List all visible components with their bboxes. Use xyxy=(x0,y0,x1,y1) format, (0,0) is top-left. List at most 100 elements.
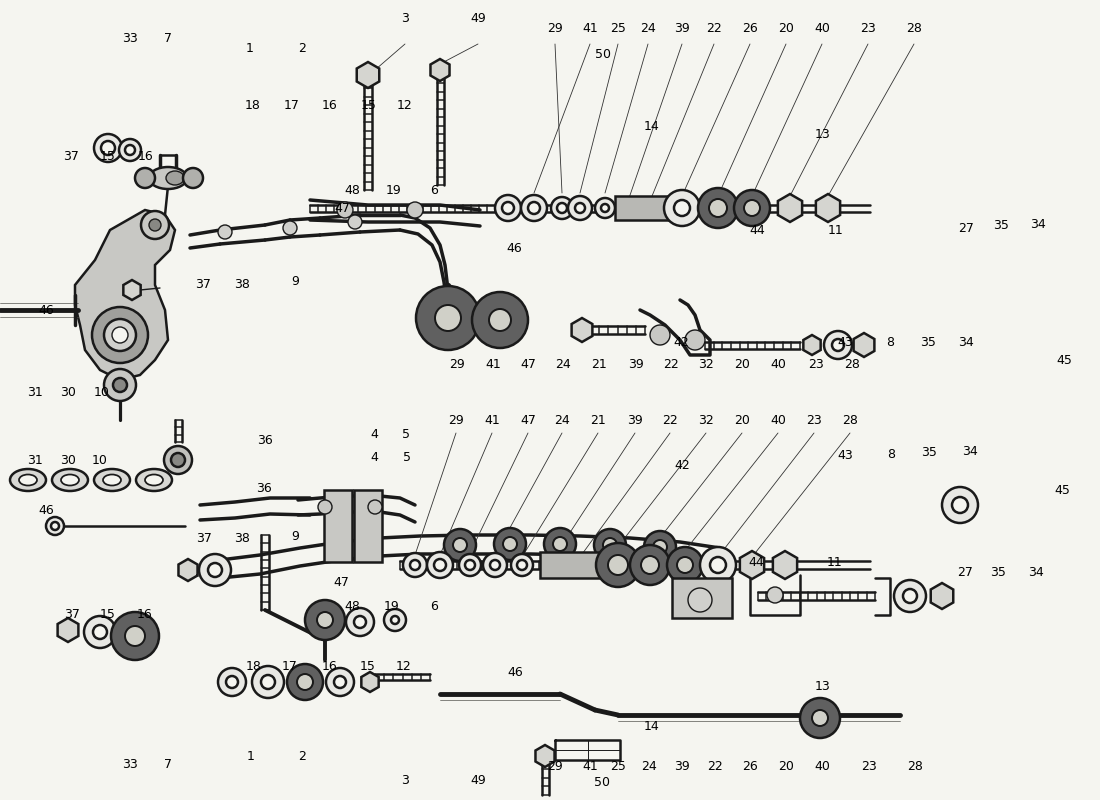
Text: 36: 36 xyxy=(257,434,273,446)
Circle shape xyxy=(521,195,547,221)
Circle shape xyxy=(119,139,141,161)
Ellipse shape xyxy=(148,167,187,189)
Circle shape xyxy=(698,188,738,228)
Circle shape xyxy=(113,378,127,392)
Text: 41: 41 xyxy=(583,760,598,773)
Circle shape xyxy=(483,553,507,577)
Text: 27: 27 xyxy=(958,222,974,234)
Text: 24: 24 xyxy=(554,414,570,426)
Polygon shape xyxy=(75,210,175,380)
Circle shape xyxy=(84,616,116,648)
Text: 21: 21 xyxy=(590,414,606,426)
Polygon shape xyxy=(931,583,954,609)
Text: 24: 24 xyxy=(640,22,656,34)
Circle shape xyxy=(676,557,693,573)
Text: 16: 16 xyxy=(322,99,338,112)
Text: 1: 1 xyxy=(246,42,254,54)
Text: 42: 42 xyxy=(674,459,690,472)
Polygon shape xyxy=(778,194,802,222)
Text: 20: 20 xyxy=(734,414,750,426)
Text: 44: 44 xyxy=(748,555,763,569)
Text: 41: 41 xyxy=(484,414,499,426)
Text: 39: 39 xyxy=(674,760,690,773)
Circle shape xyxy=(544,528,576,560)
Text: 47: 47 xyxy=(334,202,350,214)
Circle shape xyxy=(490,309,512,331)
Polygon shape xyxy=(356,62,380,88)
Ellipse shape xyxy=(145,474,163,486)
Circle shape xyxy=(51,522,59,530)
Circle shape xyxy=(608,555,628,575)
Text: 33: 33 xyxy=(122,31,138,45)
FancyBboxPatch shape xyxy=(324,490,352,562)
Text: 5: 5 xyxy=(402,427,410,441)
Circle shape xyxy=(444,529,476,561)
Circle shape xyxy=(434,559,446,571)
Text: 39: 39 xyxy=(674,22,690,34)
Text: 26: 26 xyxy=(742,760,758,773)
Text: 11: 11 xyxy=(827,555,843,569)
Text: 48: 48 xyxy=(344,184,360,197)
Circle shape xyxy=(112,327,128,343)
Circle shape xyxy=(346,608,374,636)
Ellipse shape xyxy=(166,171,184,185)
Ellipse shape xyxy=(52,469,88,491)
Circle shape xyxy=(495,195,521,221)
Circle shape xyxy=(674,200,690,216)
Text: 20: 20 xyxy=(779,760,794,773)
Circle shape xyxy=(490,560,500,570)
Text: 44: 44 xyxy=(749,224,764,237)
Circle shape xyxy=(410,560,420,570)
Text: 10: 10 xyxy=(94,386,109,398)
Circle shape xyxy=(465,560,475,570)
Text: 41: 41 xyxy=(485,358,501,371)
Circle shape xyxy=(664,190,700,226)
Text: 29: 29 xyxy=(448,414,464,426)
Text: 47: 47 xyxy=(520,414,536,426)
Circle shape xyxy=(368,500,382,514)
Text: 25: 25 xyxy=(610,22,626,34)
Text: 47: 47 xyxy=(520,358,536,371)
Circle shape xyxy=(104,319,136,351)
Circle shape xyxy=(317,612,333,628)
Text: 4: 4 xyxy=(370,451,378,464)
Text: 50: 50 xyxy=(595,48,610,61)
Text: 4: 4 xyxy=(370,427,378,441)
Text: 27: 27 xyxy=(957,566,972,578)
Text: 37: 37 xyxy=(196,278,211,291)
Text: 23: 23 xyxy=(860,22,876,34)
Circle shape xyxy=(337,202,353,218)
Circle shape xyxy=(318,500,332,514)
Circle shape xyxy=(644,531,676,563)
Text: 35: 35 xyxy=(990,566,1005,578)
Circle shape xyxy=(596,543,640,587)
Circle shape xyxy=(453,538,468,552)
Polygon shape xyxy=(740,551,764,579)
Ellipse shape xyxy=(103,474,121,486)
Circle shape xyxy=(218,668,246,696)
Circle shape xyxy=(553,537,566,551)
Circle shape xyxy=(812,710,828,726)
Circle shape xyxy=(688,588,712,612)
Text: 19: 19 xyxy=(384,599,400,613)
Text: 47: 47 xyxy=(333,576,349,589)
Circle shape xyxy=(305,600,345,640)
Text: 16: 16 xyxy=(322,659,338,673)
Circle shape xyxy=(700,547,736,583)
Text: 35: 35 xyxy=(922,446,937,459)
Text: 22: 22 xyxy=(662,414,678,426)
Polygon shape xyxy=(773,551,798,579)
Text: 12: 12 xyxy=(397,99,412,112)
Circle shape xyxy=(92,307,148,363)
Circle shape xyxy=(528,202,540,214)
Circle shape xyxy=(94,134,122,162)
Text: 9: 9 xyxy=(292,530,299,542)
Text: 41: 41 xyxy=(582,22,598,34)
Text: 30: 30 xyxy=(60,454,76,466)
Text: 8: 8 xyxy=(887,448,895,461)
Text: 37: 37 xyxy=(64,150,79,163)
Circle shape xyxy=(287,664,323,700)
Circle shape xyxy=(517,560,527,570)
Circle shape xyxy=(767,587,783,603)
Circle shape xyxy=(551,197,573,219)
